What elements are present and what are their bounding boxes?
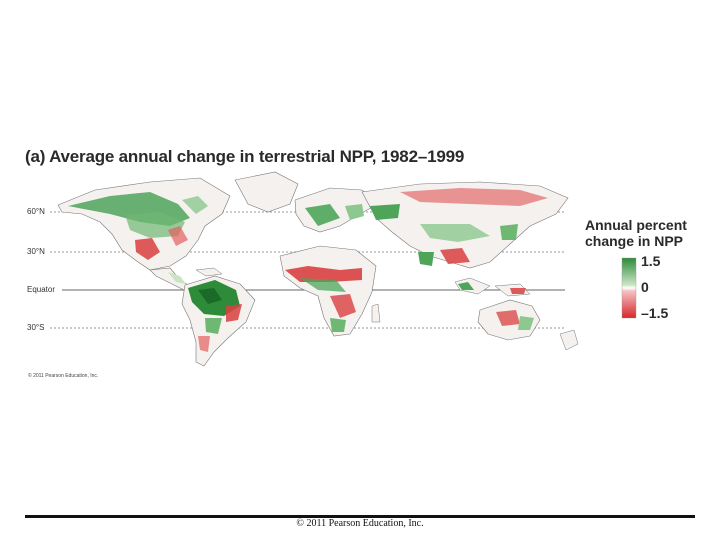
australia bbox=[477, 299, 579, 351]
figure-credit: © 2011 Pearson Education, Inc. bbox=[28, 373, 99, 379]
map-title: (a) Average annual change in terrestrial… bbox=[25, 147, 465, 166]
south-america bbox=[181, 275, 256, 367]
legend-max-label: 1.5 bbox=[641, 253, 661, 269]
asia bbox=[361, 181, 569, 269]
lat-label-equator: Equator bbox=[27, 285, 56, 294]
legend-title: Annual percent change in NPP bbox=[585, 217, 705, 249]
footer-rule bbox=[25, 515, 695, 518]
lat-label-60n: 60°N bbox=[27, 207, 45, 216]
north-america bbox=[57, 171, 299, 271]
legend-title-line1: Annual percent bbox=[585, 217, 687, 233]
europe bbox=[294, 187, 379, 233]
legend-title-line2: change in NPP bbox=[585, 233, 684, 249]
central-america bbox=[149, 267, 223, 291]
legend-min-label: –1.5 bbox=[641, 305, 669, 321]
lat-label-30n: 30°N bbox=[27, 247, 45, 256]
lat-label-30s: 30°S bbox=[27, 323, 45, 332]
africa bbox=[279, 245, 381, 337]
footer-copyright: © 2011 Pearson Education, Inc. bbox=[296, 518, 424, 529]
legend-mid-label: 0 bbox=[641, 279, 649, 295]
legend-color-bar bbox=[621, 257, 637, 319]
southeast-asia bbox=[454, 277, 531, 297]
